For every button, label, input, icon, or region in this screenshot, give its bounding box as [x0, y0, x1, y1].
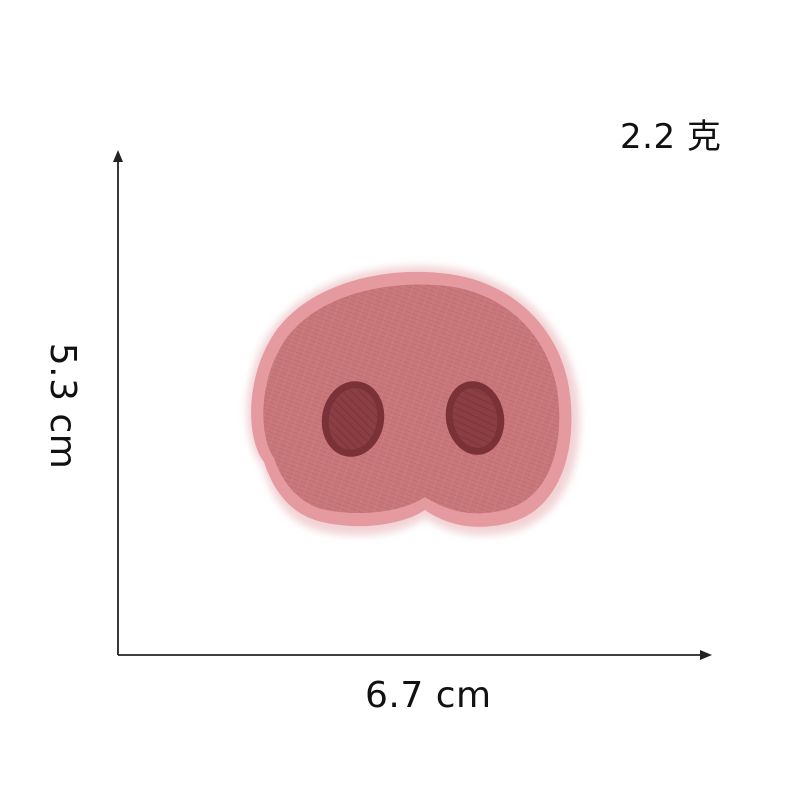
- height-label: 5.3 cm: [42, 342, 83, 470]
- weight-label: 2.2 克: [620, 117, 722, 157]
- right-nostril-inner: [452, 388, 498, 448]
- left-nostril-inner: [328, 388, 378, 450]
- width-axis-arrowhead-icon: [700, 650, 712, 660]
- height-axis-arrowhead-icon: [113, 150, 123, 162]
- width-label: 6.7 cm: [365, 675, 492, 716]
- patch-fill: [263, 284, 560, 514]
- pig-nose-patch-image: [246, 265, 580, 536]
